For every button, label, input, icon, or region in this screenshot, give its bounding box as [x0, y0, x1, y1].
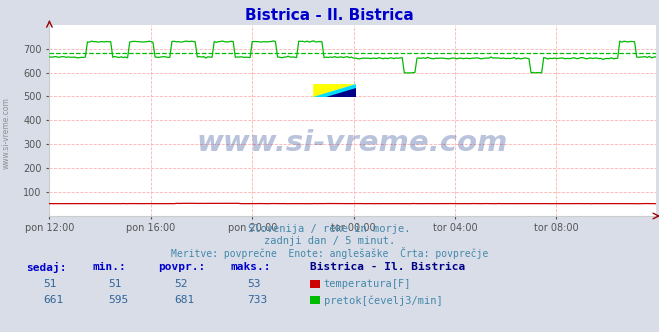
Text: povpr.:: povpr.:: [158, 262, 206, 272]
Polygon shape: [326, 88, 356, 98]
Text: Bistrica - Il. Bistrica: Bistrica - Il. Bistrica: [310, 262, 465, 272]
Text: 661: 661: [43, 295, 63, 305]
Polygon shape: [313, 84, 356, 98]
Text: 733: 733: [247, 295, 268, 305]
Text: min.:: min.:: [92, 262, 126, 272]
Text: 51: 51: [109, 279, 122, 289]
Text: 595: 595: [109, 295, 129, 305]
Polygon shape: [313, 84, 356, 98]
Text: maks.:: maks.:: [231, 262, 271, 272]
Text: zadnji dan / 5 minut.: zadnji dan / 5 minut.: [264, 236, 395, 246]
Text: sedaj:: sedaj:: [26, 262, 67, 273]
Text: pretok[čevelj3/min]: pretok[čevelj3/min]: [324, 295, 442, 306]
Text: Slovenija / reke in morje.: Slovenija / reke in morje.: [248, 224, 411, 234]
Text: 681: 681: [175, 295, 195, 305]
Text: 52: 52: [175, 279, 188, 289]
Text: temperatura[F]: temperatura[F]: [324, 279, 411, 289]
Text: Bistrica - Il. Bistrica: Bistrica - Il. Bistrica: [245, 8, 414, 23]
Text: 53: 53: [247, 279, 260, 289]
Text: 51: 51: [43, 279, 56, 289]
Text: www.si-vreme.com: www.si-vreme.com: [197, 129, 508, 157]
Text: Meritve: povprečne  Enote: anglešaške  Črta: povprečje: Meritve: povprečne Enote: anglešaške Črt…: [171, 247, 488, 259]
Text: www.si-vreme.com: www.si-vreme.com: [2, 97, 11, 169]
